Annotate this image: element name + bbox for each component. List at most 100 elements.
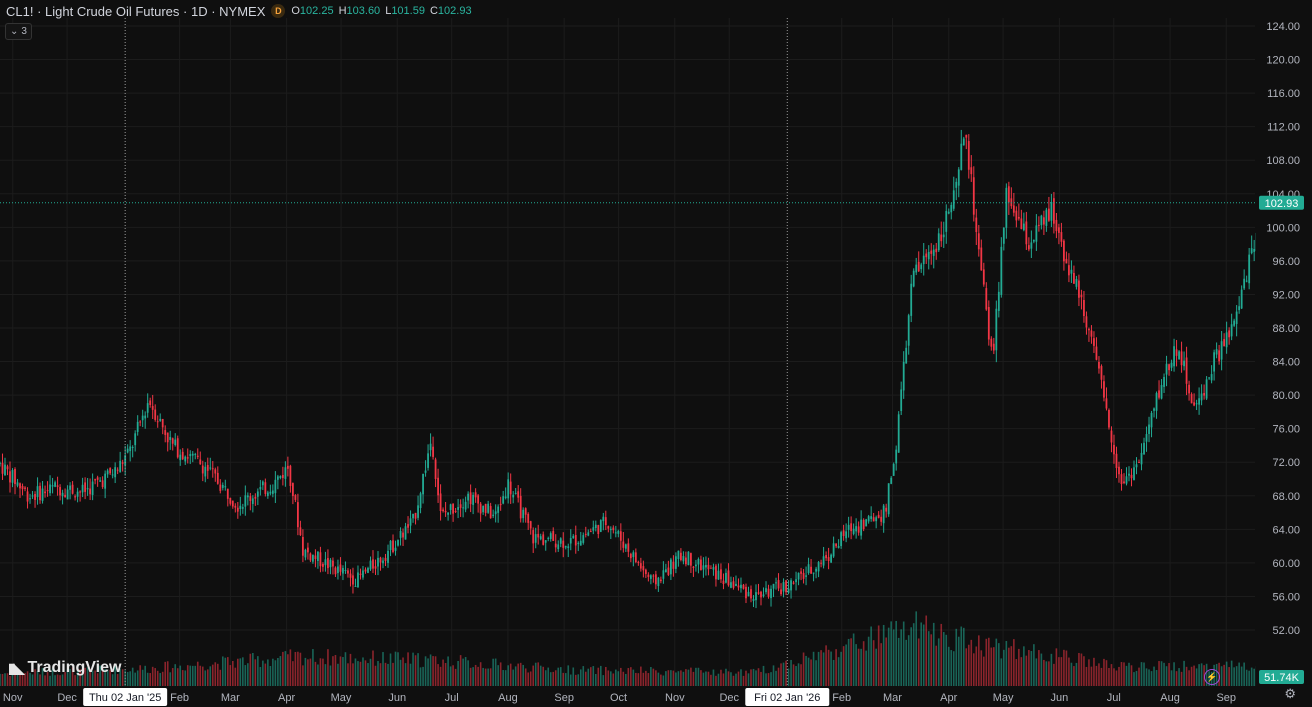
volume-bar — [174, 664, 177, 686]
candle-body — [1188, 384, 1190, 394]
volume-bar — [31, 674, 34, 686]
volume-bar — [374, 665, 377, 686]
volume-bar — [1160, 661, 1163, 686]
price-axis[interactable]: 124.00120.00116.00112.00108.00104.00100.… — [1256, 0, 1312, 707]
volume-bar — [29, 672, 31, 686]
volume-bar — [359, 661, 362, 686]
volume-bar — [462, 658, 464, 686]
volume-bar — [457, 660, 459, 686]
candle-body — [612, 527, 615, 531]
volume-bar — [577, 674, 580, 686]
candle-body — [101, 480, 104, 487]
candle-body — [900, 389, 903, 411]
candle-body — [214, 469, 217, 474]
candle-body — [317, 551, 319, 561]
candle-body — [256, 491, 259, 497]
volume-bar — [1003, 649, 1005, 686]
candle-body — [532, 530, 535, 544]
candle-body — [730, 582, 732, 588]
volume-bar — [36, 670, 39, 686]
volume-bar — [860, 648, 862, 686]
volume-bar — [950, 650, 953, 686]
volume-bar — [181, 670, 184, 686]
candle-body — [14, 468, 16, 485]
volume-bar — [1198, 664, 1200, 686]
candle-body — [286, 465, 289, 469]
candle-body — [985, 288, 988, 310]
volume-bar — [234, 667, 237, 686]
candle-body — [634, 552, 637, 563]
candle-body — [419, 493, 422, 509]
volume-bar — [762, 665, 765, 686]
volume-bar — [582, 666, 585, 686]
volume-bar — [544, 670, 547, 686]
volume-bar — [584, 671, 587, 686]
volume-bar — [930, 634, 933, 686]
volume-bar — [84, 667, 86, 686]
candle-body — [194, 453, 197, 455]
bolt-icon[interactable]: ⚡ — [1204, 669, 1220, 685]
volume-bar — [677, 671, 680, 686]
candle-body — [727, 570, 730, 586]
candle-body — [41, 488, 44, 501]
volume-bar — [412, 652, 414, 686]
volume-bars — [0, 611, 1263, 686]
volume-bar — [745, 670, 747, 686]
volume-bar — [184, 670, 187, 686]
time-axis[interactable]: Nov Dec Feb Mar Apr May Jun Jul Aug Sep Oct Nov Dec F… — [0, 686, 1312, 707]
last-price-label: 102.93 — [1265, 198, 1299, 210]
volume-bar — [1110, 664, 1113, 686]
candle-body — [810, 566, 812, 574]
price-tick-label: 120.00 — [1266, 55, 1300, 67]
candle-body — [757, 592, 760, 594]
candle-body — [302, 537, 304, 556]
gear-icon[interactable]: ⚙ — [1284, 686, 1296, 701]
volume-bar — [687, 669, 690, 686]
volume-bar — [327, 649, 329, 686]
volume-bar — [492, 658, 494, 686]
candle-body — [895, 449, 898, 464]
candle-body — [639, 563, 642, 569]
volume-bar — [156, 670, 159, 686]
candle-body — [1088, 328, 1090, 331]
candle-body — [1215, 349, 1218, 355]
volume-bar — [820, 650, 822, 686]
candle-body — [702, 565, 705, 570]
candle-body — [224, 486, 227, 488]
year-markers — [124, 18, 788, 686]
indicators-toggle-button[interactable]: ⌄ 3 — [5, 23, 32, 40]
volume-bar — [735, 673, 737, 686]
candle-body — [547, 537, 550, 539]
candle-body — [512, 494, 515, 498]
candle-body — [990, 338, 993, 347]
candle-body — [479, 503, 482, 514]
volume-bar — [221, 656, 224, 686]
candle-body — [276, 476, 279, 480]
candle-body — [1113, 444, 1115, 455]
volume-bar — [1223, 664, 1225, 686]
volume-bar — [324, 664, 327, 686]
candle-body — [1210, 374, 1213, 381]
candle-body — [847, 524, 850, 530]
volume-bar — [44, 675, 46, 686]
volume-bar — [817, 651, 820, 686]
volume-bar — [1080, 653, 1083, 686]
volume-bar — [800, 664, 802, 686]
volume-bar — [1173, 662, 1175, 686]
volume-bar — [347, 663, 349, 686]
symbol-title[interactable]: CL1! · Light Crude Oil Futures · 1D · NY… — [6, 3, 266, 19]
price-tick-label: 112.00 — [1267, 122, 1300, 134]
volume-bar — [620, 667, 622, 686]
volume-bar — [146, 672, 149, 686]
volume-bar — [534, 662, 537, 686]
volume-bar — [1023, 646, 1025, 686]
tradingview-logo[interactable]: ▮◣ TradingView — [8, 659, 121, 677]
volume-bar — [998, 643, 1000, 686]
candle-body — [1090, 330, 1093, 337]
time-tick-label: Jun — [1051, 692, 1069, 704]
candle-body — [882, 505, 885, 524]
candle-body — [1150, 412, 1153, 428]
price-tick-label: 84.00 — [1272, 357, 1300, 369]
candle-body — [1110, 430, 1113, 443]
